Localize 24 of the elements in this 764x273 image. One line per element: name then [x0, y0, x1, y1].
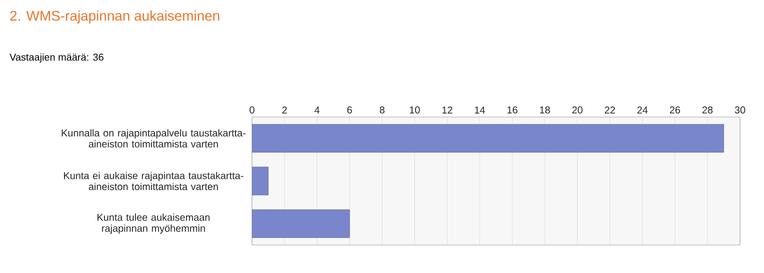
x-tick-label: 8 — [380, 106, 384, 114]
y-tick-label: Kunta ei aukaise rajapintaa taustakartta-aineiston toimittamista varten — [64, 172, 244, 190]
x-tick-label: 26 — [670, 106, 680, 114]
x-tick-label: 2 — [282, 106, 287, 114]
x-tick-label: 24 — [637, 106, 648, 114]
text: 2. WMS-rajapinnan aukaiseminen — [10, 10, 220, 24]
text: Vastaajien määrä: 36 — [10, 53, 104, 63]
x-tick-label: 4 — [314, 106, 320, 114]
x-tick-label: 22 — [604, 106, 615, 114]
y-tick-label: Kunnalla on rajapintapalvelu taustakartta-aineiston toimittamista varten — [62, 129, 246, 148]
x-tick-label: 30 — [734, 106, 746, 114]
x-tick-label: 10 — [410, 106, 420, 114]
bar — [252, 124, 724, 153]
x-tick-label: 16 — [507, 106, 518, 114]
y-tick-label: Kunta tulee aukaisemaan rajapinnan myöhemmin — [98, 214, 210, 234]
bar — [252, 209, 350, 238]
x-tick-label: 28 — [702, 106, 713, 114]
x-tick-label: 18 — [540, 106, 550, 114]
x-tick-label: 14 — [474, 106, 485, 114]
x-tick-label: 12 — [442, 106, 452, 114]
x-tick-label: 6 — [347, 106, 352, 114]
x-tick-label: 0 — [250, 106, 254, 114]
x-tick-label: 20 — [572, 106, 582, 114]
bar — [252, 166, 268, 196]
